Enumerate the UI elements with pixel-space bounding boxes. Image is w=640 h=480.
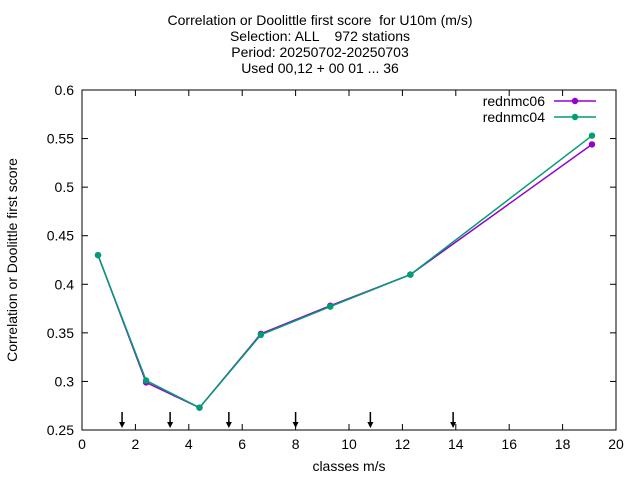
x-tick-label: 14 [448, 436, 464, 452]
y-tick-label: 0.45 [47, 228, 74, 244]
plot-frame [81, 89, 617, 431]
class-marker-arrow-head [367, 422, 374, 428]
y-tick-label: 0.35 [47, 325, 74, 341]
legend-label: rednmc06 [483, 93, 545, 109]
x-tick-label: 16 [501, 436, 517, 452]
class-marker-arrow-head [450, 422, 457, 428]
series-rednmc06 [94, 141, 596, 411]
x-tick-label: 20 [608, 436, 624, 452]
y-tick-label: 0.55 [47, 131, 74, 147]
data-point [327, 303, 334, 310]
x-tick-label: 8 [292, 436, 300, 452]
series-line [97, 143, 593, 409]
x-tick-label: 12 [395, 436, 411, 452]
legend-label: rednmc04 [483, 109, 545, 125]
class-marker-arrow-head [119, 422, 126, 428]
chart-title-line-3: Period: 20250702-20250703 [231, 44, 409, 60]
x-tick-label: 2 [132, 436, 140, 452]
data-point [196, 404, 203, 411]
data-point [94, 251, 102, 259]
y-tick-label: 0.4 [55, 276, 75, 292]
data-point [588, 141, 596, 148]
class-marker-arrow-head [167, 422, 174, 428]
series-rednmc04 [94, 132, 596, 411]
x-tick-label: 10 [341, 436, 357, 452]
x-axis-title: classes m/s [312, 458, 385, 474]
data-point [407, 271, 414, 278]
chart-title-line-1: Correlation or Doolittle first score for… [167, 12, 473, 28]
x-tick-label: 0 [78, 436, 86, 452]
x-tick-label: 18 [555, 436, 571, 452]
legend-swatch-point [571, 113, 579, 121]
x-tick-label: 4 [185, 436, 193, 452]
chart-title-line-2: Selection: ALL 972 stations [229, 28, 411, 44]
y-axis-title: Correlation or Doolittle first score [4, 158, 20, 362]
chart-title-line-4: Used 00,12 + 00 01 ... 36 [241, 60, 399, 76]
class-marker-arrow-head [225, 422, 232, 428]
y-tick-label: 0.5 [55, 179, 75, 195]
class-markers [119, 412, 457, 428]
series-line [97, 135, 593, 409]
y-tick-label: 0.3 [55, 373, 75, 389]
data-point [257, 331, 265, 338]
x-tick-label: 6 [238, 436, 246, 452]
class-marker-arrow-head [292, 422, 299, 428]
data-point [142, 377, 150, 384]
series-layer [94, 132, 596, 411]
legend-swatch-point [571, 97, 579, 105]
data-point [588, 132, 596, 139]
axis-ticks: 0 2 4 6 8 10 12 14 16 18 20 0.25 0.3 0.35 0.4 0.45 0.5 0.… [47, 82, 624, 452]
y-tick-label: 0.25 [47, 422, 74, 438]
y-tick-label: 0.6 [55, 82, 75, 98]
